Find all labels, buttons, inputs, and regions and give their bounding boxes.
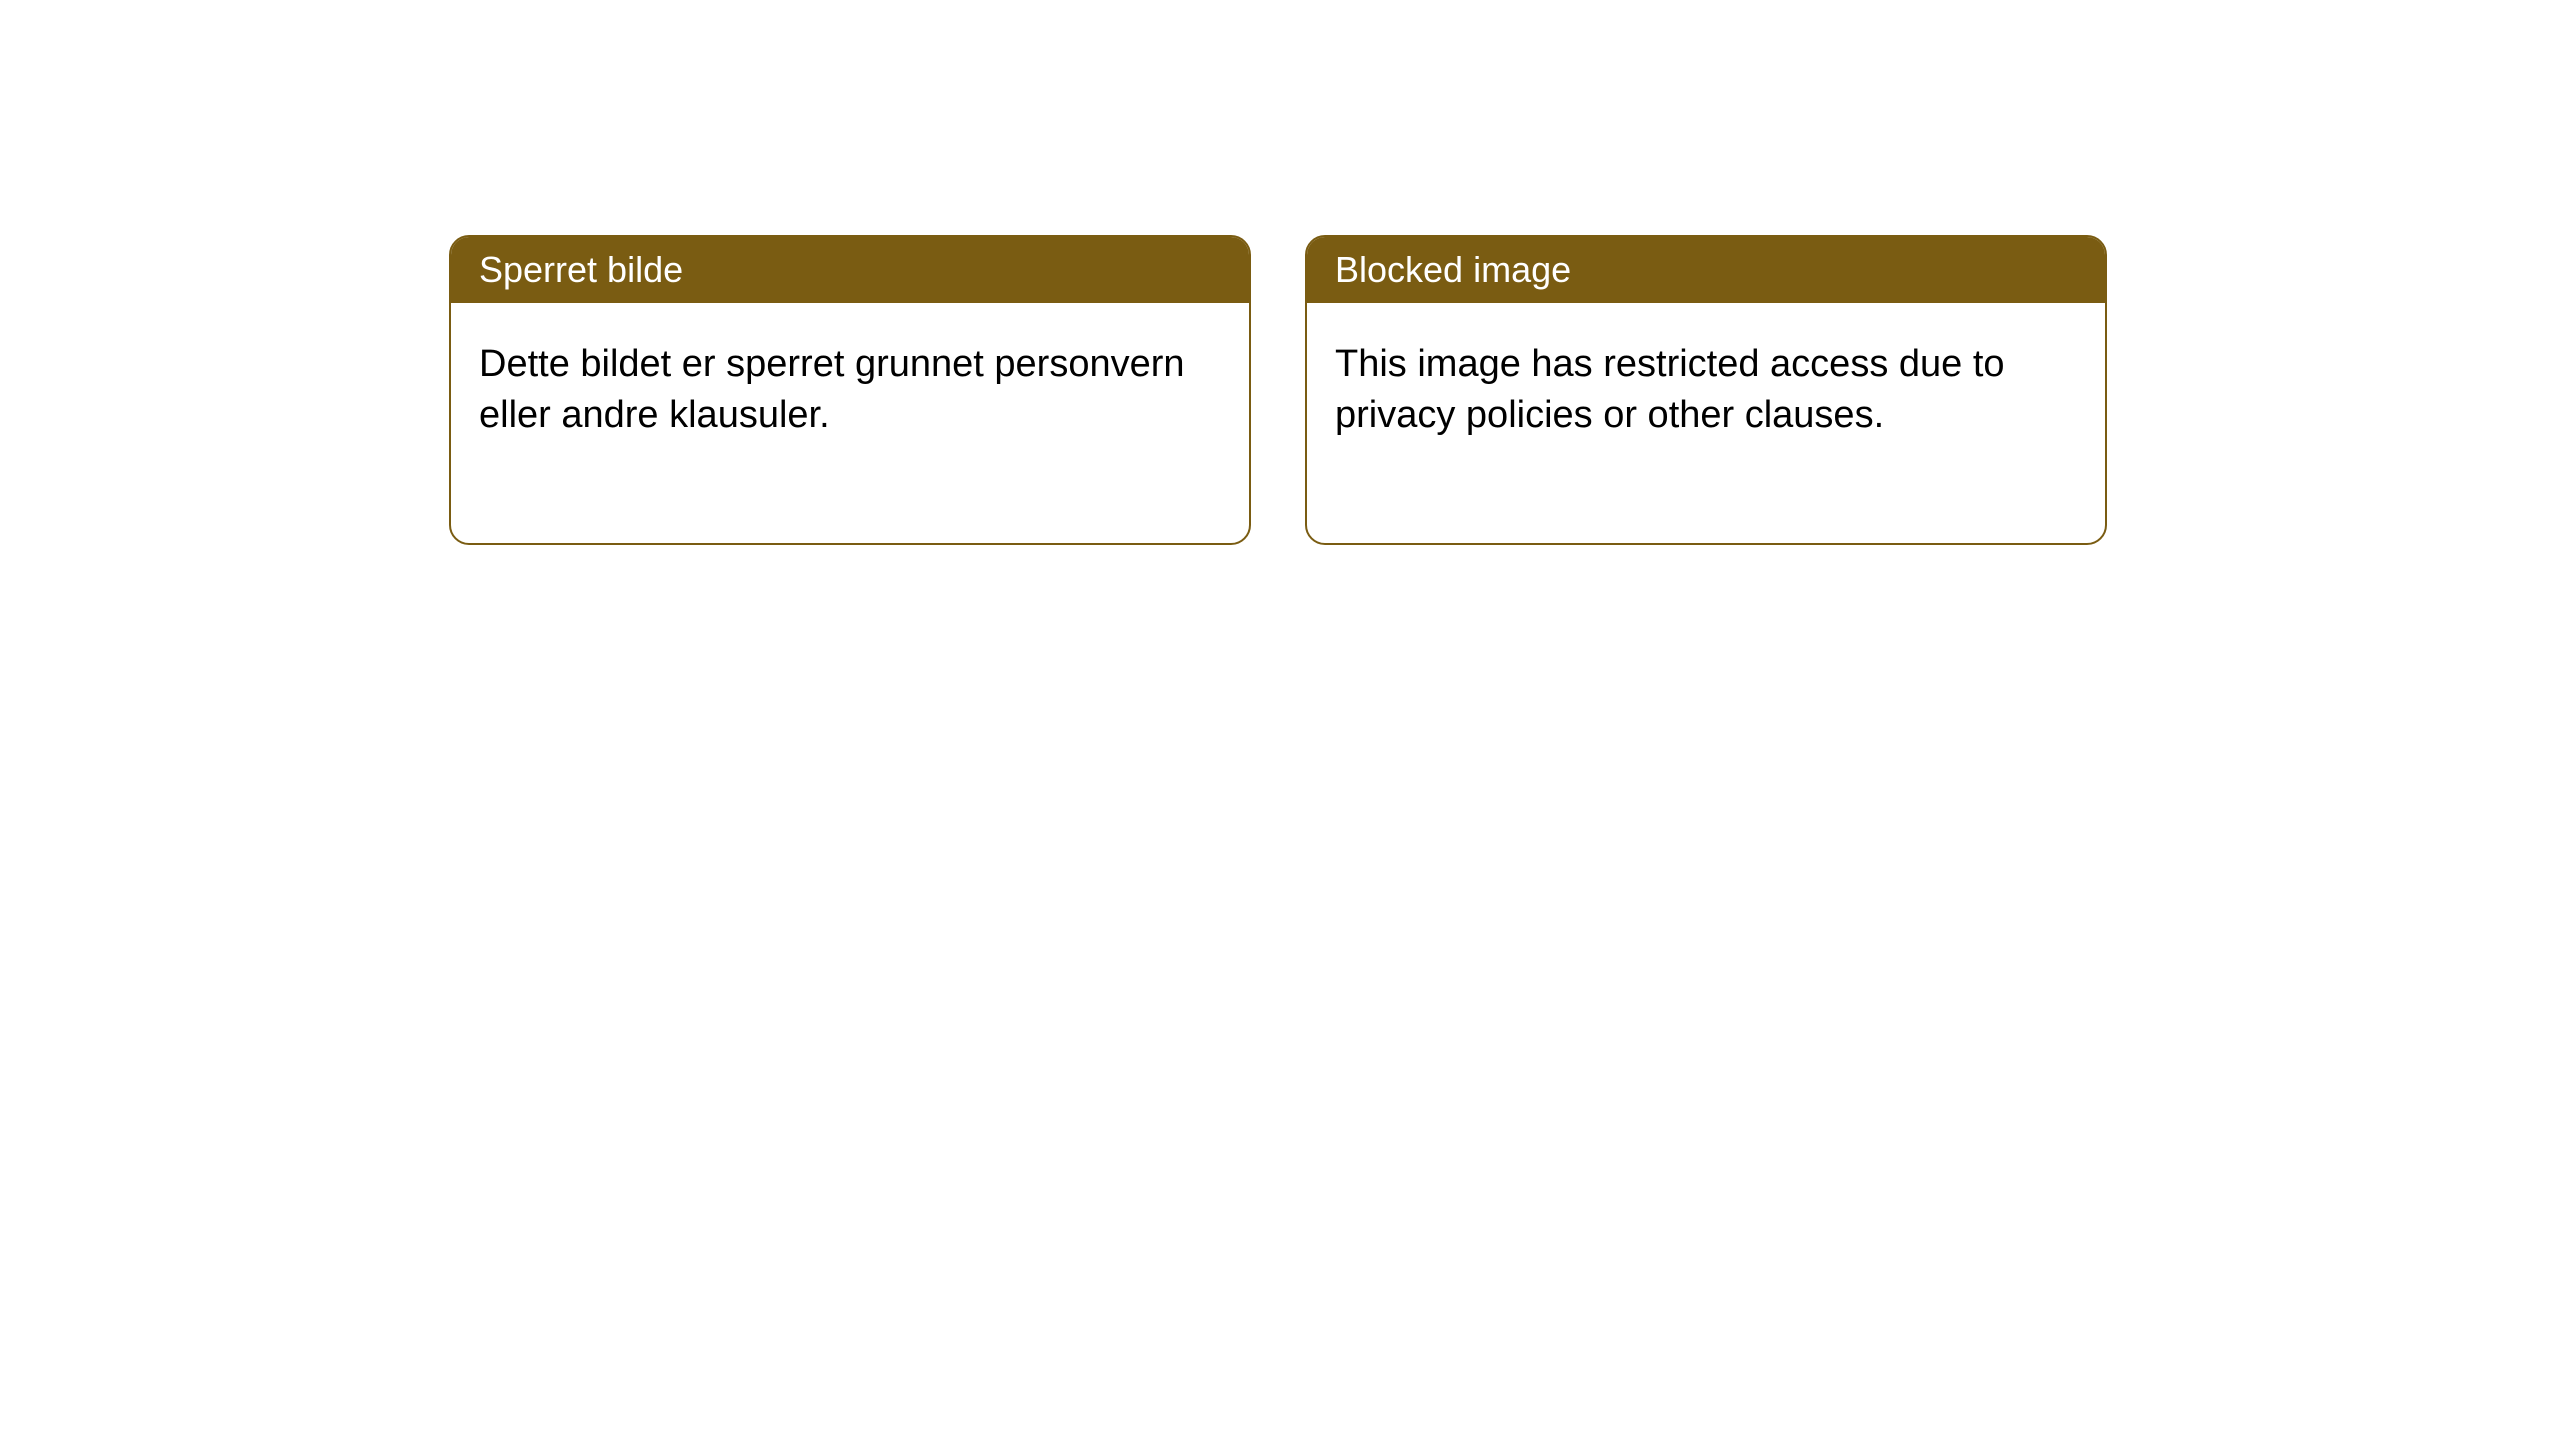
notice-container: Sperret bilde Dette bildet er sperret gr…	[449, 235, 2107, 545]
notice-body-norwegian: Dette bildet er sperret grunnet personve…	[451, 303, 1249, 543]
notice-card-english: Blocked image This image has restricted …	[1305, 235, 2107, 545]
notice-card-norwegian: Sperret bilde Dette bildet er sperret gr…	[449, 235, 1251, 545]
notice-body-english: This image has restricted access due to …	[1307, 303, 2105, 543]
notice-title-english: Blocked image	[1307, 237, 2105, 303]
notice-title-norwegian: Sperret bilde	[451, 237, 1249, 303]
